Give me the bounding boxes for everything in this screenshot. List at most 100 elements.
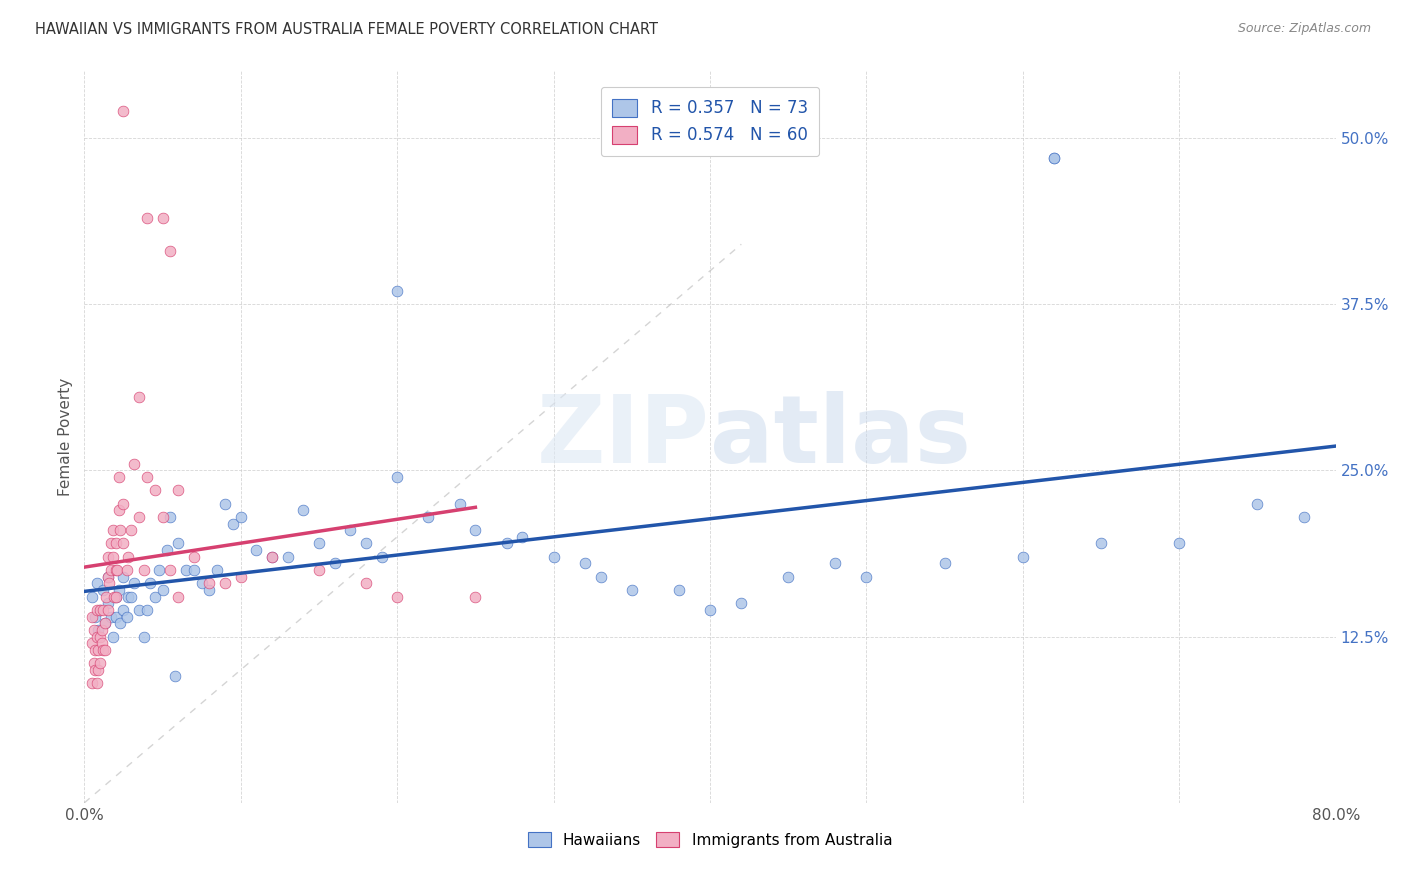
Point — [100, 536, 122, 550]
Point — [132, 563, 155, 577]
Point — [112, 104, 135, 119]
Point — [84, 643, 107, 657]
Point — [112, 497, 135, 511]
Point — [117, 590, 139, 604]
Point — [214, 576, 236, 591]
Point — [89, 630, 111, 644]
Point — [97, 596, 120, 610]
Text: atlas: atlas — [710, 391, 972, 483]
Point — [354, 536, 377, 550]
Point — [1246, 497, 1268, 511]
Point — [97, 570, 120, 584]
Point — [308, 563, 330, 577]
Point — [105, 563, 128, 577]
Text: Source: ZipAtlas.com: Source: ZipAtlas.com — [1237, 22, 1371, 36]
Point — [87, 643, 110, 657]
Point — [90, 623, 112, 637]
Point — [82, 590, 104, 604]
Point — [589, 570, 612, 584]
Point — [128, 390, 150, 404]
Point — [620, 582, 643, 597]
Point — [110, 523, 132, 537]
Point — [100, 563, 122, 577]
Point — [855, 570, 877, 584]
Point — [730, 596, 752, 610]
Point — [292, 503, 315, 517]
Point — [83, 623, 105, 637]
Point — [104, 590, 127, 604]
Point — [115, 563, 138, 577]
Point — [699, 603, 721, 617]
Point — [229, 509, 252, 524]
Point — [101, 549, 124, 564]
Point — [214, 497, 236, 511]
Point — [89, 603, 111, 617]
Point — [139, 576, 162, 591]
Point — [464, 523, 486, 537]
Point — [120, 523, 142, 537]
Point — [84, 663, 107, 677]
Point — [159, 244, 181, 258]
Point — [104, 609, 127, 624]
Point — [385, 470, 409, 484]
Point — [86, 603, 108, 617]
Point — [229, 570, 252, 584]
Point — [97, 570, 120, 584]
Point — [86, 676, 108, 690]
Point — [385, 284, 409, 298]
Point — [159, 509, 181, 524]
Point — [183, 549, 205, 564]
Point — [124, 457, 146, 471]
Point — [245, 543, 267, 558]
Point — [128, 603, 150, 617]
Point — [112, 603, 135, 617]
Point — [183, 563, 205, 577]
Point — [778, 570, 800, 584]
Point — [198, 582, 221, 597]
Point — [82, 676, 104, 690]
Point — [86, 630, 108, 644]
Point — [103, 590, 125, 604]
Text: HAWAIIAN VS IMMIGRANTS FROM AUSTRALIA FEMALE POVERTY CORRELATION CHART: HAWAIIAN VS IMMIGRANTS FROM AUSTRALIA FE… — [35, 22, 658, 37]
Point — [277, 549, 299, 564]
Point — [107, 503, 129, 517]
Point — [190, 576, 212, 591]
Point — [83, 656, 105, 670]
Point — [167, 483, 190, 498]
Point — [112, 536, 135, 550]
Point — [464, 590, 486, 604]
Point — [87, 663, 110, 677]
Point — [152, 582, 174, 597]
Point — [148, 563, 170, 577]
Point — [308, 536, 330, 550]
Point — [124, 576, 146, 591]
Point — [574, 557, 596, 571]
Point — [84, 609, 107, 624]
Point — [87, 623, 110, 637]
Point — [207, 563, 229, 577]
Point — [152, 211, 174, 225]
Point — [104, 536, 127, 550]
Point — [86, 576, 108, 591]
Point — [104, 590, 127, 604]
Point — [97, 603, 120, 617]
Point — [110, 616, 132, 631]
Point — [91, 582, 114, 597]
Y-axis label: Female Poverty: Female Poverty — [58, 378, 73, 496]
Point — [418, 509, 440, 524]
Point — [1168, 536, 1191, 550]
Point — [323, 557, 346, 571]
Point — [156, 543, 179, 558]
Point — [1043, 151, 1066, 165]
Point — [98, 576, 121, 591]
Point — [101, 630, 124, 644]
Text: ZIP: ZIP — [537, 391, 710, 483]
Point — [115, 609, 138, 624]
Point — [198, 576, 221, 591]
Point — [152, 509, 174, 524]
Point — [159, 563, 181, 577]
Point — [1043, 151, 1066, 165]
Point — [93, 616, 115, 631]
Point — [143, 483, 166, 498]
Point — [449, 497, 471, 511]
